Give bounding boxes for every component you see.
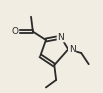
Text: O: O xyxy=(12,27,18,36)
Text: N: N xyxy=(57,33,64,42)
Text: N: N xyxy=(69,45,75,54)
